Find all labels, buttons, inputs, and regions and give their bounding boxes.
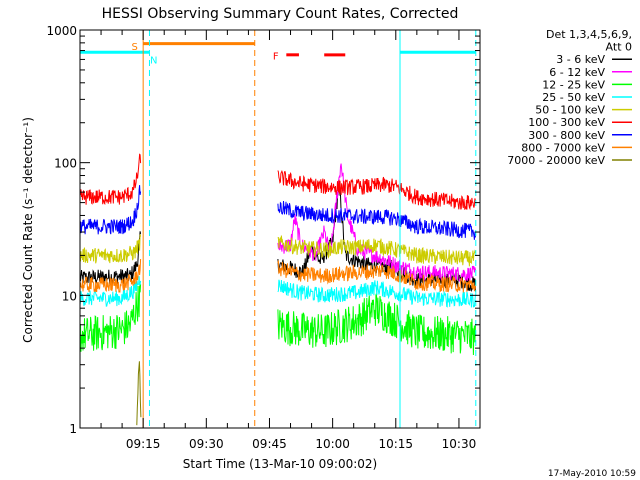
y-axis-label: Corrected Count Rate (s⁻¹ detector⁻¹) [21,117,35,343]
legend-label-3: 25 - 50 keV [542,91,605,104]
series-line-6-seg-1 [277,200,476,240]
y-tick-label-1: 10 [62,289,77,303]
series-line-7-seg-1 [277,260,476,293]
marker-n: N [150,55,157,66]
series-line-2-seg-0 [79,284,142,352]
series-layer [79,153,476,426]
series-line-5-seg-1 [277,170,476,211]
legend-label-1: 6 - 12 keV [549,66,605,79]
x-tick-label-4: 10:15 [378,437,413,451]
x-tick-label-3: 10:00 [315,437,350,451]
legend-label-7: 800 - 7000 keV [521,141,605,154]
legend-label-5: 100 - 300 keV [528,116,605,129]
legend-label-2: 12 - 25 keV [542,78,605,91]
legend-header-1: Att 0 [606,41,632,54]
y-tick-label-0: 1 [69,422,77,436]
plot-background [80,30,480,428]
x-axis-label: Start Time (13-Mar-10 09:00:02) [183,457,377,471]
x-tick-label-2: 09:45 [252,437,287,451]
series-line-4-seg-0 [79,234,142,264]
series-line-5-seg-0 [79,153,142,206]
axes-layer: 1 10 100 1000 09:15 09:30 09:45 10:00 10:15 10:30 [46,24,481,451]
series-line-4-seg-1 [277,235,476,267]
legend-label-8: 7000 - 20000 keV [507,154,605,167]
series-line-1-seg-0 [277,163,476,283]
axes-frame [79,29,481,429]
marker-f: F [273,52,279,63]
series-line-6-seg-0 [79,185,142,235]
timestamp: 17-May-2010 10:59 [548,469,636,479]
y-tick-label-3: 1000 [46,24,77,38]
series-line-7-seg-0 [79,258,142,293]
x-tick-label-5: 10:30 [442,437,477,451]
plot-area [80,30,480,428]
series-line-8-seg-0 [136,361,142,426]
x-tick-label-0: 09:15 [126,437,161,451]
marker-s: S [132,42,138,53]
series-line-3-seg-0 [79,276,142,307]
legend-header-0: Det 1,3,4,5,6,9, [546,28,632,41]
legend-label-0: 3 - 6 keV [556,53,605,66]
legend-label-6: 300 - 800 keV [528,129,605,142]
series-line-2-seg-1 [277,293,476,356]
y-tick-label-2: 100 [54,157,77,171]
x-tick-label-1: 09:30 [189,437,224,451]
legend-label-4: 50 - 100 keV [535,104,605,117]
chart-title: HESSI Observing Summary Count Rates, Cor… [102,6,459,22]
series-line-3-seg-1 [277,279,476,308]
